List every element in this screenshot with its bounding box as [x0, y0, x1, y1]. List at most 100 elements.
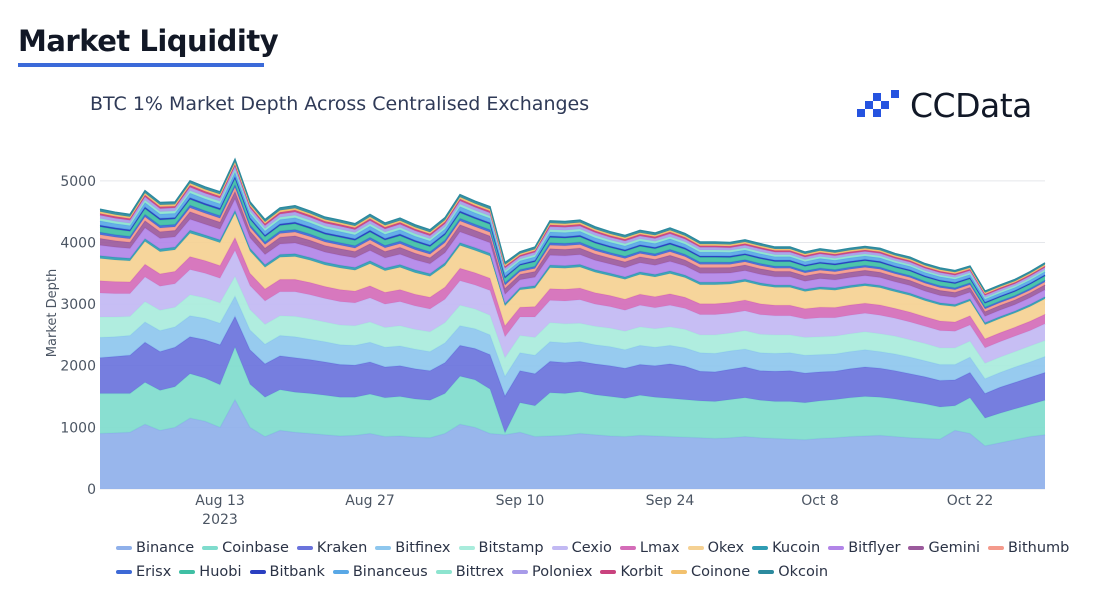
- series-area-binance: [100, 399, 1045, 489]
- legend-label: Okcoin: [778, 564, 829, 580]
- chart-title: BTC 1% Market Depth Across Centralised E…: [90, 93, 590, 115]
- legend-swatch: [752, 546, 769, 550]
- ccdata-logo-icon: [857, 90, 899, 117]
- y-axis-ticks: 0 1000 2000 3000 4000 5000: [60, 174, 96, 498]
- legend-label: Kraken: [316, 540, 368, 556]
- legend-item-kraken[interactable]: Kraken: [296, 540, 368, 556]
- legend-swatch: [116, 570, 132, 574]
- legend-swatch: [511, 570, 528, 574]
- legend-item-poloniex[interactable]: Poloniex: [511, 564, 593, 580]
- legend-item-bitfinex[interactable]: Bitfinex: [375, 540, 451, 556]
- legend-item-bithumb[interactable]: Bithumb: [987, 540, 1070, 556]
- legend: Binance Coinbase Kraken Bitfinex Bitstamp Cex…: [116, 536, 1076, 584]
- legend-swatch: [671, 570, 687, 574]
- legend-item-erisx[interactable]: Erisx: [116, 564, 171, 580]
- legend-label: Huobi: [199, 564, 242, 580]
- legend-label: Kucoin: [772, 540, 821, 556]
- legend-swatch: [551, 546, 568, 550]
- legend-swatch: [758, 570, 775, 574]
- legend-swatch: [375, 546, 392, 550]
- legend-label: Gemini: [928, 540, 980, 556]
- legend-swatch: [296, 546, 313, 550]
- x-tick-label: Sep 24: [646, 493, 695, 509]
- legend-item-binance[interactable]: Binance: [116, 540, 194, 556]
- legend-swatch: [987, 546, 1004, 550]
- legend-item-gemini[interactable]: Gemini: [908, 540, 980, 556]
- x-tick-label: Sep 10: [496, 493, 545, 509]
- x-axis-ticks: Aug 13 2023 Aug 27 Sep 10 Sep 24 Oct 8 Oct 22: [195, 493, 993, 528]
- series-area-kucoin: [100, 210, 1045, 325]
- legend-swatch: [600, 570, 617, 574]
- legend-row: Binance Coinbase Kraken Bitfinex Bitstamp Cex…: [116, 536, 1076, 560]
- legend-item-coinbase[interactable]: Coinbase: [202, 540, 289, 556]
- legend-swatch: [116, 546, 132, 550]
- legend-swatch: [458, 546, 475, 550]
- series-area-bitfinex: [100, 296, 1045, 396]
- x-tick-label: Oct 22: [947, 493, 993, 509]
- y-tick-label: 5000: [60, 174, 96, 190]
- x-tick-label: Oct 8: [801, 493, 839, 509]
- legend-item-huobi[interactable]: Huobi: [179, 564, 242, 580]
- series-area-gemini: [100, 191, 1045, 317]
- series-area-okex: [100, 213, 1045, 339]
- legend-swatch: [332, 570, 349, 574]
- legend-item-cexio[interactable]: Cexio: [551, 540, 612, 556]
- legend-item-korbit[interactable]: Korbit: [600, 564, 663, 580]
- legend-label: Bittrex: [455, 564, 504, 580]
- series-line-okcoin: [99, 157, 1046, 292]
- legend-label: Lmax: [639, 540, 680, 556]
- legend-swatch: [619, 546, 636, 550]
- y-tick-label: 1000: [60, 420, 96, 436]
- legend-item-okex[interactable]: Okex: [687, 540, 744, 556]
- y-tick-label: 0: [87, 482, 96, 498]
- legend-item-okcoin[interactable]: Okcoin: [758, 564, 828, 580]
- page-title: Market Liquidity: [18, 24, 279, 58]
- legend-item-lmax[interactable]: Lmax: [619, 540, 680, 556]
- legend-item-bitstamp[interactable]: Bitstamp: [458, 540, 544, 556]
- legend-label: Bitfinex: [395, 540, 451, 556]
- legend-swatch: [828, 546, 845, 550]
- legend-item-bittrex[interactable]: Bittrex: [435, 564, 504, 580]
- legend-label: Cexio: [571, 540, 612, 556]
- legend-item-binanceus[interactable]: Binanceus: [332, 564, 428, 580]
- y-tick-label: 4000: [60, 235, 96, 251]
- title-underline: [18, 63, 264, 67]
- legend-item-bitbank[interactable]: Bitbank: [249, 564, 325, 580]
- series-area-kraken: [100, 316, 1045, 433]
- y-axis-label: Market Depth: [45, 269, 60, 357]
- legend-label: Korbit: [620, 564, 663, 580]
- legend-swatch: [687, 546, 704, 550]
- legend-swatch: [249, 570, 266, 574]
- legend-label: Coinbase: [222, 540, 289, 556]
- legend-label: Binance: [136, 540, 195, 556]
- series-area-cexio: [100, 250, 1045, 364]
- legend-label: Coinone: [691, 564, 751, 580]
- logo-text: CCData: [910, 86, 1032, 125]
- legend-label: Bitbank: [269, 564, 325, 580]
- legend-swatch: [202, 546, 219, 550]
- legend-label: Bithumb: [1007, 540, 1070, 556]
- legend-label: Poloniex: [531, 564, 593, 580]
- legend-swatch: [179, 570, 196, 574]
- y-tick-label: 2000: [60, 359, 96, 375]
- x-tick-sublabel: 2023: [202, 512, 238, 528]
- legend-label: Bitflyer: [848, 540, 901, 556]
- series-area-coinbase: [100, 347, 1045, 446]
- chart-series-areas: [99, 157, 1046, 489]
- x-tick-label: Aug 27: [345, 493, 395, 509]
- y-tick-label: 3000: [60, 297, 96, 313]
- legend-item-coinone[interactable]: Coinone: [671, 564, 750, 580]
- x-tick-label: Aug 13: [195, 493, 245, 509]
- series-line-coinone: [99, 160, 1046, 294]
- legend-label: Binanceus: [352, 564, 428, 580]
- legend-row: Erisx Huobi Bitbank Binanceus Bittrex Polonie…: [116, 560, 1076, 584]
- series-area-lmax: [100, 237, 1045, 348]
- series-area-bitflyer: [100, 199, 1045, 323]
- legend-item-bitflyer[interactable]: Bitflyer: [828, 540, 900, 556]
- legend-label: Erisx: [136, 564, 172, 580]
- legend-swatch: [435, 570, 452, 574]
- legend-label: Bitstamp: [478, 540, 544, 556]
- legend-swatch: [908, 546, 925, 550]
- legend-item-kucoin[interactable]: Kucoin: [752, 540, 820, 556]
